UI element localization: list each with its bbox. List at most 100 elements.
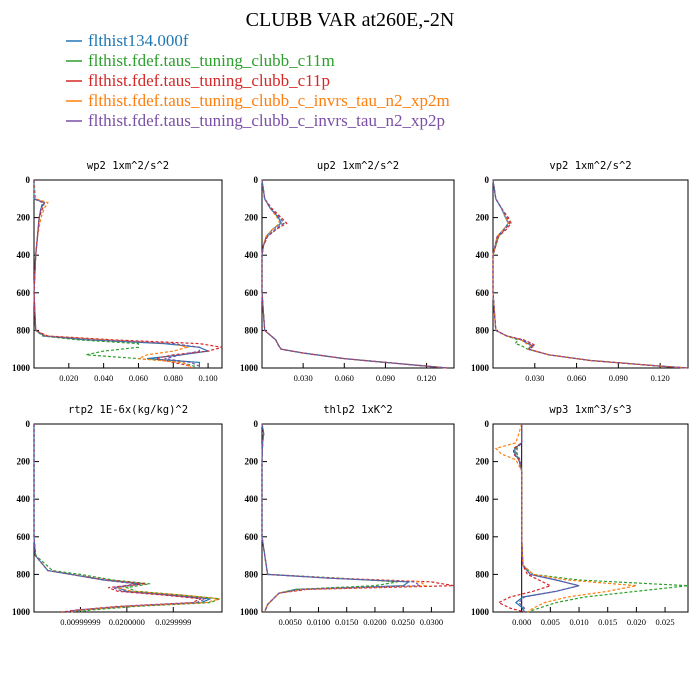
y-tick-label: 200	[245, 213, 259, 223]
series-line-4	[494, 423, 637, 613]
panel-6: wp3 1xm^3/s^3 0 200 400 600 800 1000 0.000 0.005…	[471, 404, 689, 627]
x-tick-label: 0.120	[417, 373, 436, 383]
x-tick-label: 0.060	[129, 373, 148, 383]
panel-title: wp3 1xm^3/s^3	[549, 404, 631, 416]
x-tick-label: 0.005	[541, 617, 560, 627]
panel-title: wp2 1xm^2/s^2	[87, 160, 169, 172]
y-tick-label: 0	[485, 175, 490, 185]
series-line-2	[33, 424, 220, 613]
series-line-5	[516, 424, 580, 612]
y-tick-label: 200	[245, 457, 259, 467]
series-line-5	[492, 179, 689, 369]
panel-title: rtp2 1E-6x(kg/kg)^2	[68, 404, 188, 416]
panel-2: up2 1xm^2/s^2 0 200 400 600 800 1000 0.030 0.060…	[240, 160, 455, 383]
plot-frame	[33, 179, 223, 369]
series-line-2	[261, 423, 398, 613]
x-tick-label: 0.0050	[279, 617, 302, 627]
x-tick-label: 0.030	[525, 373, 544, 383]
y-tick-label: 1000	[471, 607, 490, 617]
panel-5: thlp2 1xK^2 0 200 400 600 800 1000 0.0050 0.0100…	[240, 404, 455, 627]
x-tick-label: 0.060	[567, 373, 586, 383]
x-tick-label: 0.0300	[420, 617, 443, 627]
y-tick-label: 400	[17, 494, 31, 504]
plot-frame	[492, 423, 689, 613]
legend-label: flthist.fdef.taus_tuning_clubb_c_invrs_t…	[88, 111, 445, 130]
legend-label: flthist.fdef.taus_tuning_clubb_c_invrs_t…	[88, 91, 450, 110]
series-line-4	[33, 424, 220, 613]
x-tick-label: 0.100	[199, 373, 218, 383]
plot-frame	[33, 423, 223, 613]
x-tick-label: 0.090	[376, 373, 395, 383]
legend-label: flthist.fdef.taus_tuning_clubb_c11m	[88, 51, 335, 70]
x-tick-label: 0.025	[655, 617, 674, 627]
series-line-3	[261, 179, 448, 369]
x-tick-label: 0.020	[627, 617, 646, 627]
series-line-2	[492, 179, 689, 369]
plot-frame	[492, 179, 689, 369]
panel-title: vp2 1xm^2/s^2	[549, 160, 631, 172]
x-tick-label: 0.060	[335, 373, 354, 383]
series-line-3	[261, 423, 455, 613]
y-tick-label: 800	[17, 325, 31, 335]
y-tick-label: 200	[476, 457, 490, 467]
y-tick-label: 200	[476, 213, 490, 223]
y-tick-label: 800	[245, 569, 259, 579]
y-tick-label: 0	[26, 419, 31, 429]
y-tick-label: 600	[476, 288, 490, 298]
series-line-3	[492, 179, 689, 369]
y-tick-label: 600	[245, 288, 259, 298]
y-tick-label: 1000	[471, 363, 490, 373]
panel-title: up2 1xm^2/s^2	[317, 160, 399, 172]
x-tick-label: 0.010	[569, 617, 588, 627]
x-tick-label: 0.040	[94, 373, 113, 383]
series-line-4	[261, 423, 428, 613]
panel-title: thlp2 1xK^2	[323, 404, 393, 416]
y-tick-label: 600	[17, 288, 31, 298]
x-tick-label: 0.090	[609, 373, 628, 383]
panels: wp2 1xm^2/s^2 0 200 400 600 800 1000 0.020 0.040…	[12, 160, 689, 627]
figure-title: CLUBB VAR at260E,-2N	[246, 9, 455, 31]
y-tick-label: 0	[26, 175, 31, 185]
x-tick-label: 0.080	[164, 373, 183, 383]
x-tick-label: 0.0100	[307, 617, 330, 627]
x-tick-label: 0.020	[59, 373, 78, 383]
x-tick-label: 0.00999999	[60, 617, 100, 627]
x-tick-label: 0.0200	[363, 617, 386, 627]
y-tick-label: 800	[17, 569, 31, 579]
y-tick-label: 400	[245, 250, 259, 260]
x-tick-label: 0.015	[598, 617, 617, 627]
y-tick-label: 400	[476, 494, 490, 504]
series-line-3	[33, 424, 202, 613]
series-line-3	[497, 424, 552, 613]
y-tick-label: 400	[17, 250, 31, 260]
x-tick-label: 0.0299999	[155, 617, 191, 627]
y-tick-label: 0	[485, 419, 490, 429]
x-tick-label: 0.030	[294, 373, 313, 383]
legend-label: flthist.fdef.taus_tuning_clubb_c11p	[88, 71, 330, 90]
y-tick-label: 600	[17, 532, 31, 542]
legend: flthist134.000fflthist.fdef.taus_tuning_…	[66, 31, 450, 130]
y-tick-label: 200	[17, 457, 31, 467]
series-line-5	[33, 180, 200, 368]
y-tick-label: 600	[245, 532, 259, 542]
y-tick-label: 1000	[12, 607, 31, 617]
x-tick-label: 0.0250	[391, 617, 414, 627]
y-tick-label: 1000	[240, 607, 259, 617]
y-tick-label: 600	[476, 532, 490, 542]
y-tick-label: 800	[476, 569, 490, 579]
x-tick-label: 0.000	[512, 617, 531, 627]
legend-label: flthist134.000f	[88, 31, 189, 50]
series-line-1	[261, 179, 448, 369]
series-line-4	[33, 179, 192, 368]
y-tick-label: 0	[254, 419, 259, 429]
y-tick-label: 1000	[240, 363, 259, 373]
y-tick-label: 0	[254, 175, 259, 185]
series-line-1	[33, 424, 211, 613]
plot-frame	[261, 179, 455, 369]
series-line-3	[33, 180, 223, 368]
y-tick-label: 200	[17, 213, 31, 223]
y-tick-label: 800	[476, 325, 490, 335]
series-line-2	[515, 424, 689, 613]
y-tick-label: 800	[245, 325, 259, 335]
